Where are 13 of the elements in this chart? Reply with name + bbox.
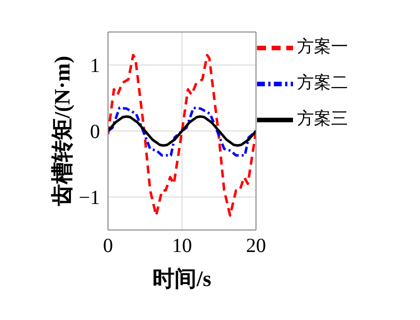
y-tick-label: 0 (90, 121, 100, 144)
line-series (108, 106, 256, 157)
legend-label: 方案三 (297, 108, 348, 128)
y-axis-title: 齿槽转矩/(N·m) (50, 56, 74, 208)
line-series (108, 115, 256, 147)
x-tick-label: 10 (172, 235, 192, 258)
y-tick-label: 1 (90, 55, 100, 78)
y-tick-label: −1 (78, 187, 100, 210)
x-tick-label: 20 (246, 235, 266, 258)
legend-label: 方案二 (297, 72, 348, 92)
legend-label: 方案一 (297, 36, 348, 56)
x-axis-title: 时间/s (152, 266, 212, 291)
line-series (108, 54, 256, 217)
